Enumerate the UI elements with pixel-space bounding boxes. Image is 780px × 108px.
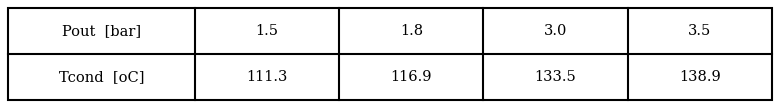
- Text: 116.9: 116.9: [391, 70, 432, 84]
- Text: 111.3: 111.3: [246, 70, 288, 84]
- Text: 3.0: 3.0: [544, 24, 567, 38]
- Text: 1.5: 1.5: [256, 24, 278, 38]
- Text: Tcond  [oC]: Tcond [oC]: [58, 70, 144, 84]
- Text: Pout  [bar]: Pout [bar]: [62, 24, 141, 38]
- Bar: [8, 8, 772, 100]
- Text: 3.5: 3.5: [688, 24, 711, 38]
- Text: 1.8: 1.8: [400, 24, 423, 38]
- Text: 138.9: 138.9: [679, 70, 721, 84]
- Text: 133.5: 133.5: [535, 70, 576, 84]
